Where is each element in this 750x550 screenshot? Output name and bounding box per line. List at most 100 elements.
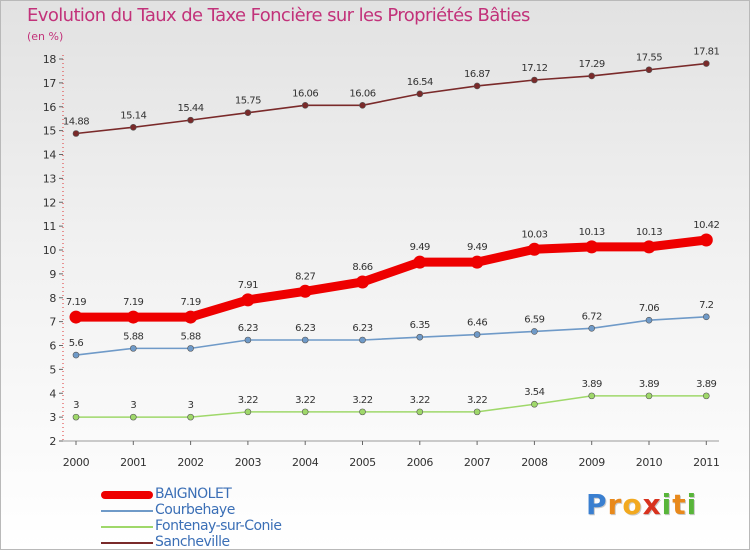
data-label: 10.03 [521, 229, 547, 240]
data-point [645, 66, 653, 74]
data-label: 14.88 [63, 116, 89, 127]
y-tick-label: 18 [43, 53, 57, 66]
data-label: 6.35 [410, 320, 430, 331]
data-point [187, 413, 194, 421]
x-tick-label: 2011 [693, 456, 719, 469]
data-label: 3.89 [639, 379, 659, 390]
data-point [187, 116, 194, 124]
x-tick-label: 2007 [464, 456, 491, 469]
data-point [642, 240, 656, 254]
data-point [130, 413, 137, 421]
data-point [531, 328, 538, 335]
data-point [356, 275, 369, 289]
series-line [75, 316, 708, 356]
data-label: 6.23 [295, 323, 315, 334]
data-point [702, 60, 710, 67]
data-label: 7.19 [180, 297, 200, 308]
data-label: 3 [73, 400, 79, 411]
data-point [470, 255, 484, 269]
data-point [130, 345, 137, 352]
chart-title: Evolution du Taux de Taxe Foncière sur l… [27, 5, 530, 26]
legend-swatch [101, 510, 153, 512]
data-label: 3.22 [467, 395, 487, 406]
data-label: 10.13 [579, 227, 605, 238]
data-point [301, 408, 309, 416]
data-label: 3.22 [352, 395, 372, 406]
data-label: 16.06 [292, 88, 318, 99]
y-tick-label: 4 [49, 387, 56, 400]
y-tick-label: 12 [43, 196, 56, 209]
data-point [588, 72, 596, 80]
data-point [244, 109, 252, 117]
data-label: 10.13 [636, 227, 662, 238]
data-point [699, 233, 713, 247]
data-point [645, 392, 653, 400]
data-label: 3 [130, 400, 136, 411]
legend-label: Sancheville [155, 534, 230, 550]
logo-letter: t [672, 488, 687, 521]
data-point [531, 400, 538, 408]
data-label: 3.54 [524, 387, 544, 398]
x-tick-label: 2003 [235, 456, 262, 469]
data-label: 6.72 [582, 311, 602, 322]
legend-label: Courbehaye [155, 502, 235, 518]
data-point [416, 408, 424, 416]
data-label: 17.29 [579, 59, 605, 70]
data-label: 17.81 [693, 47, 719, 58]
data-point [413, 255, 427, 269]
data-label: 7.19 [66, 297, 86, 308]
legend-swatch [101, 542, 153, 544]
x-tick-label: 2004 [292, 456, 319, 469]
data-label: 16.06 [349, 88, 375, 99]
data-label: 7.2 [699, 300, 714, 311]
y-tick-label: 15 [43, 125, 57, 138]
data-point [588, 325, 596, 332]
data-label: 6.46 [467, 318, 487, 329]
y-tick-label: 6 [49, 340, 56, 353]
data-label: 9.49 [467, 242, 487, 253]
logo-letter: r [607, 488, 623, 521]
data-point [416, 333, 424, 341]
data-label: 5.88 [180, 331, 200, 342]
data-point [244, 336, 252, 344]
logo-letter: i [686, 488, 698, 521]
data-label: 7.19 [123, 297, 143, 308]
x-tick-label: 2008 [521, 456, 548, 469]
data-point [130, 123, 137, 131]
y-tick-label: 16 [43, 101, 57, 114]
data-label: 8.66 [352, 262, 372, 273]
data-label: 6.59 [524, 314, 544, 325]
y-tick-label: 5 [49, 363, 56, 376]
y-tick-label: 9 [49, 268, 56, 281]
y-tick-label: 10 [43, 244, 57, 257]
y-tick-label: 13 [43, 172, 57, 185]
data-point [473, 408, 481, 416]
data-point [72, 130, 80, 137]
data-point [184, 310, 198, 324]
series-line [75, 62, 708, 135]
data-point [527, 242, 541, 256]
data-label: 3.89 [582, 379, 602, 390]
unit-label: (en %) [27, 30, 64, 43]
data-point [416, 90, 424, 98]
data-point [645, 316, 653, 324]
x-tick-label: 2005 [349, 456, 376, 469]
data-point [702, 392, 710, 400]
logo-letter: P [586, 488, 608, 521]
data-label: 7.06 [639, 303, 659, 314]
data-point [359, 336, 366, 344]
x-tick-label: 2002 [177, 456, 203, 469]
x-tick-label: 2000 [63, 456, 90, 469]
y-tick-label: 11 [43, 220, 56, 233]
legend-label: BAIGNOLET [155, 486, 232, 502]
data-point [359, 408, 366, 416]
data-label: 10.42 [693, 220, 719, 231]
x-tick-label: 2010 [636, 456, 663, 469]
data-point [585, 240, 599, 254]
proxiti-logo: Proxiti [586, 488, 697, 521]
data-label: 3.22 [410, 395, 430, 406]
y-tick-label: 14 [43, 149, 57, 162]
logo-letter: o [622, 488, 643, 521]
